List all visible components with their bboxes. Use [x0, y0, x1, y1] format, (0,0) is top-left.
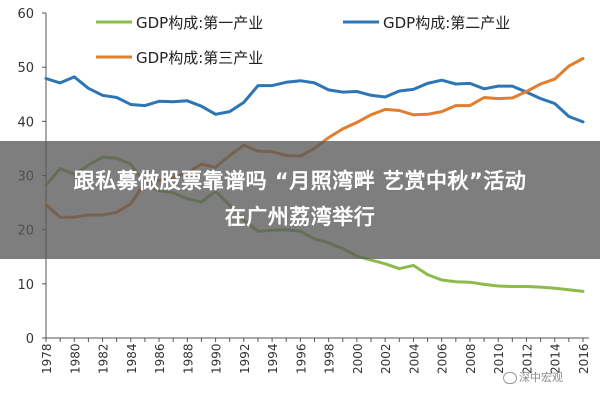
x-tick-label: 1978 [40, 343, 54, 374]
y-tick-label: 10 [17, 278, 34, 293]
y-tick-label: 40 [17, 115, 34, 130]
legend-label-1: GDP构成:第二产业 [383, 14, 510, 32]
x-tick-label: 2000 [351, 343, 365, 374]
x-tick-label: 2008 [464, 343, 478, 374]
x-tick-label: 1990 [210, 343, 224, 374]
y-tick-label: 50 [17, 61, 34, 76]
x-tick-label: 2004 [407, 343, 421, 374]
x-tick-label: 2014 [549, 343, 563, 374]
wechat-icon [503, 372, 517, 384]
x-tick-label: 1980 [68, 343, 82, 374]
watermark-text: 深中宏观 [519, 371, 563, 384]
x-tick-label: 2012 [520, 343, 534, 374]
x-tick-label: 1986 [153, 343, 167, 374]
x-tick-label: 1994 [266, 343, 280, 374]
x-tick-label: 1996 [294, 343, 308, 374]
legend-label-2: GDP构成:第三产业 [136, 49, 263, 67]
x-tick-label: 1984 [125, 343, 139, 374]
y-tick-label: 60 [17, 7, 34, 22]
series-line-1 [44, 75, 585, 124]
headline-line-2[interactable]: 在广州荔湾举行 [224, 205, 376, 229]
legend-label-0: GDP构成:第一产业 [136, 14, 263, 32]
x-tick-label: 2010 [492, 343, 506, 374]
x-tick-label: 2016 [577, 343, 591, 374]
headline-overlay [0, 141, 600, 259]
x-tick-label: 1988 [181, 343, 195, 374]
x-tick-label: 1998 [323, 343, 337, 374]
watermark: 深中宏观 [503, 369, 563, 385]
headline-line-1[interactable]: 跟私募做股票靠谱吗 “月照湾畔 艺赏中秋”活动 [73, 169, 527, 193]
headline[interactable]: 跟私募做股票靠谱吗 “月照湾畔 艺赏中秋”活动 在广州荔湾举行 [0, 163, 600, 235]
y-tick-label: 0 [26, 332, 34, 347]
x-tick-label: 2002 [379, 343, 393, 374]
x-tick-label: 1982 [97, 343, 111, 374]
x-tick-label: 2006 [436, 343, 450, 374]
x-tick-label: 1992 [238, 343, 252, 374]
